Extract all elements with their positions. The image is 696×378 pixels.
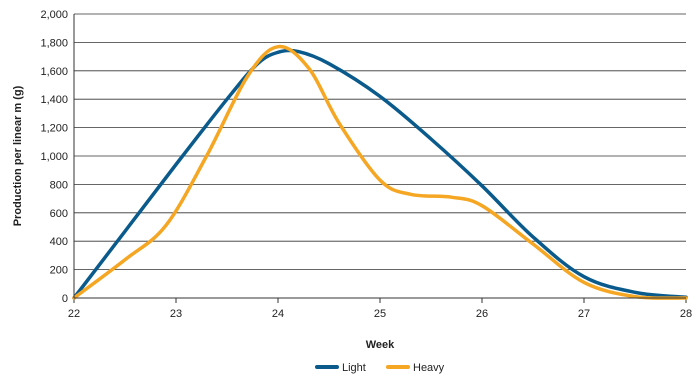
y-tick-label: 1,800	[40, 37, 68, 49]
y-tick-label: 2,000	[40, 9, 68, 21]
y-tick-label: 1,200	[40, 123, 68, 135]
x-tick-label: 28	[680, 308, 692, 320]
y-tick-label: 0	[62, 293, 68, 305]
series-line-heavy	[72, 44, 688, 300]
x-tick-label: 25	[374, 308, 386, 320]
series-lines	[72, 44, 688, 300]
x-tick-label: 24	[272, 308, 284, 320]
legend-label-heavy: Heavy	[413, 362, 445, 374]
y-tick-label: 800	[50, 179, 68, 191]
y-tick-label: 1,400	[40, 94, 68, 106]
y-axis-ticks: 0 200 400 600 800 1,000 1,200 1,400 1,600 1,800 2,…	[40, 9, 68, 305]
y-tick-label: 600	[50, 208, 68, 220]
x-axis-title: Week	[366, 339, 395, 351]
y-tick-label: 1,600	[40, 66, 68, 78]
gridlines	[74, 13, 686, 271]
x-tick-label: 26	[476, 308, 488, 320]
series-line-light	[72, 48, 688, 300]
y-tick-label: 200	[50, 265, 68, 277]
x-axis-ticks: 22 23 24 25 26 27 28	[68, 298, 692, 320]
x-tick-label: 23	[170, 308, 182, 320]
x-tick-label: 22	[68, 308, 80, 320]
y-tick-label: 1,000	[40, 151, 68, 163]
y-axis-title: Production per linear m (g)	[12, 85, 24, 226]
legend: Light Heavy	[315, 362, 445, 374]
x-tick-label: 27	[578, 308, 590, 320]
legend-label-light: Light	[342, 362, 366, 374]
y-tick-label: 400	[50, 236, 68, 248]
